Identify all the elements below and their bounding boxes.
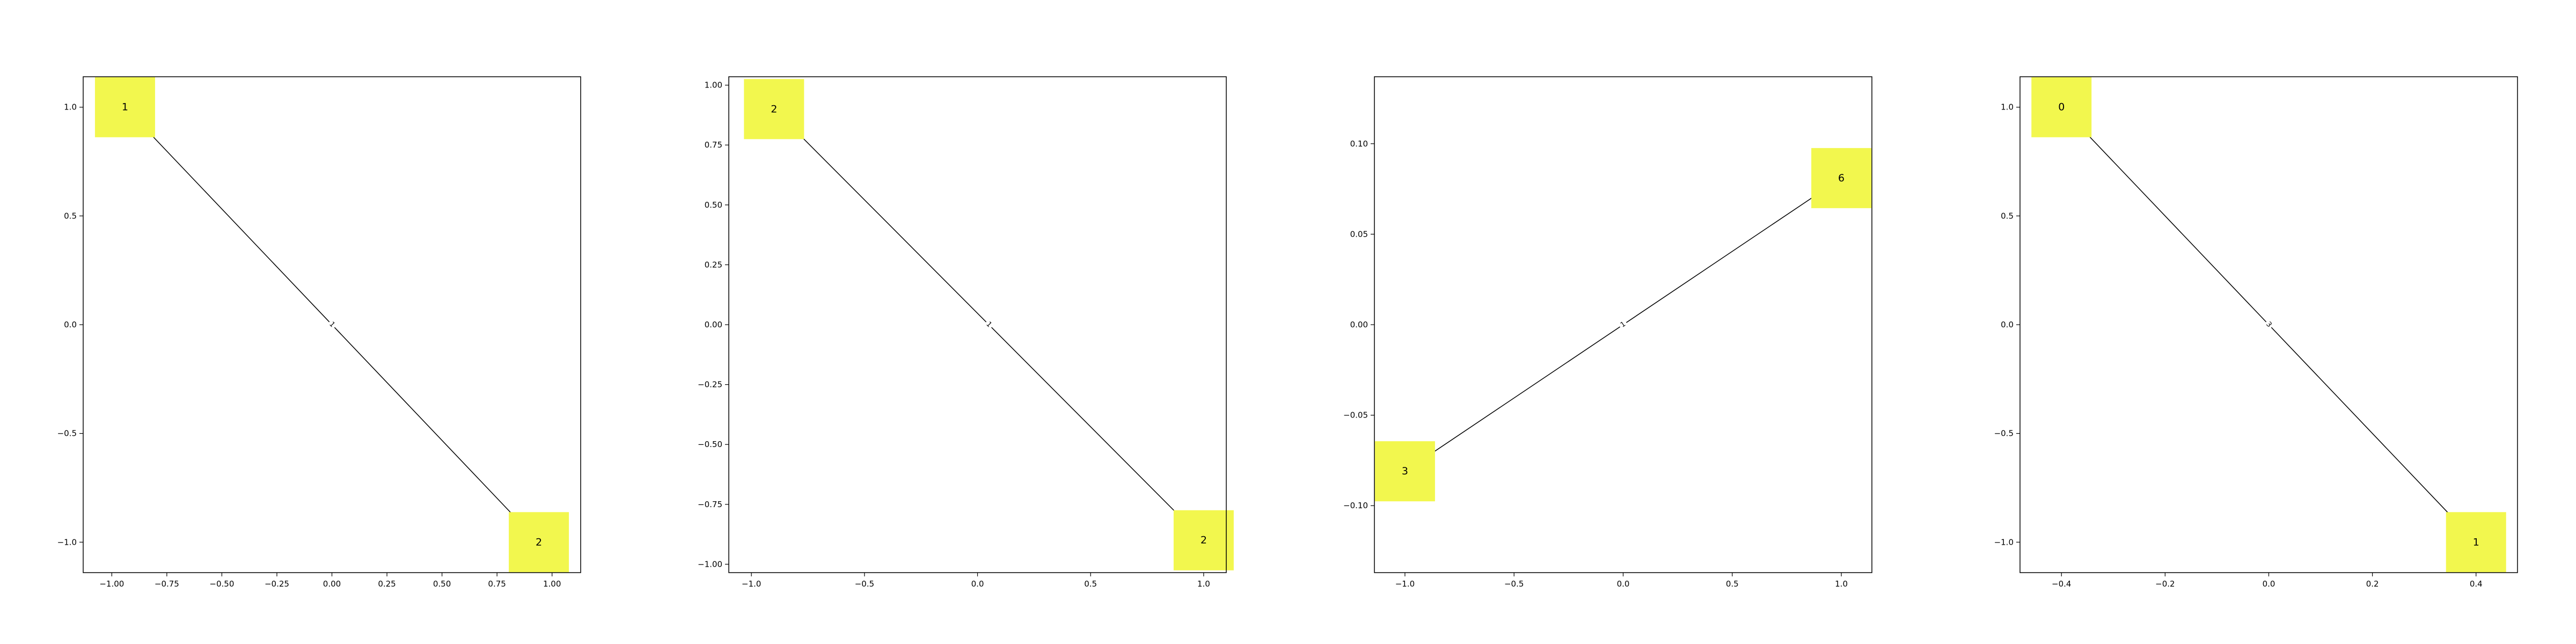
plot-panel: 136−1.0 −0.5 0.0 0.5 1.0−0.10−0.050.000.050.… — [1343, 76, 1872, 589]
x-tick-label: −1.00 — [99, 579, 124, 589]
graph-node-box — [1811, 148, 1872, 208]
x-tick-label: −0.25 — [265, 579, 289, 589]
x-tick-label: −0.5 — [855, 579, 874, 589]
x-tick-label: −0.5 — [1504, 579, 1524, 589]
x-tick-label: 0.4 — [2470, 579, 2483, 589]
y-tick-label: 0.25 — [705, 260, 722, 269]
graph-node-box — [1173, 510, 1234, 570]
edge-label-background — [983, 319, 994, 330]
x-tick-label: 0.75 — [488, 579, 506, 589]
y-tick-label: 0.75 — [705, 140, 722, 150]
y-tick-label: 0.5 — [2001, 211, 2014, 221]
y-tick-label: −1.00 — [698, 559, 722, 569]
graph-node-box — [1374, 441, 1435, 502]
graph-node-box — [509, 512, 569, 573]
x-tick-label: −0.75 — [155, 579, 179, 589]
panels-root: 112−1.00 −0.75 −0.50 −0.25 0.00 0.25 0.50 0.75 1… — [57, 76, 2518, 589]
x-tick-label: 0.2 — [2366, 579, 2379, 589]
x-tick-label: −0.4 — [2052, 579, 2071, 589]
y-tick-label: 1.0 — [64, 103, 77, 112]
y-tick-label: 0.00 — [705, 320, 722, 330]
graph-node-label: 6 — [1838, 172, 1845, 184]
y-tick-label: 0.50 — [705, 200, 722, 210]
y-tick-label: −1.0 — [1994, 537, 2014, 547]
x-tick-label: 0.50 — [433, 579, 451, 589]
x-tick-label: 0.0 — [1617, 579, 1630, 589]
y-tick-label: −0.25 — [698, 380, 722, 390]
edge-label-background — [326, 319, 338, 330]
graph-node-label: 0 — [2058, 101, 2065, 113]
x-tick-label: 0.5 — [1084, 579, 1097, 589]
graph-node-box — [2446, 512, 2506, 573]
graph-node-box — [94, 77, 155, 137]
y-tick-label: 1.00 — [705, 80, 722, 90]
y-tick-label: 0.10 — [1350, 139, 1368, 149]
x-tick-label: −0.50 — [209, 579, 234, 589]
x-tick-label: 1.00 — [543, 579, 561, 589]
graph-node-label: 2 — [536, 536, 542, 548]
plot-panel: 122−1.0 −0.5 0.0 0.5 1.0−1.00−0.75−0.50−0.25… — [698, 76, 1234, 589]
edge-label-background — [2263, 319, 2274, 330]
x-tick-label: 0.0 — [971, 579, 984, 589]
x-tick-label: 1.0 — [1197, 579, 1210, 589]
graph-node-label: 2 — [771, 103, 777, 115]
y-tick-label: −1.0 — [57, 537, 77, 547]
x-tick-label: −1.0 — [1395, 579, 1415, 589]
y-tick-label: 0.0 — [64, 320, 77, 330]
plot-panel: 301−0.4 −0.2 0.0 0.2 0.4−1.0−0.50.00.51.0 — [1994, 76, 2518, 589]
y-tick-label: 0.0 — [2001, 320, 2014, 330]
graph-node-label: 1 — [122, 101, 128, 113]
x-tick-label: 0.0 — [2263, 579, 2275, 589]
graph-node-box — [2031, 77, 2092, 137]
y-tick-label: 0.5 — [64, 211, 77, 221]
y-tick-label: −0.50 — [698, 440, 722, 449]
y-tick-label: 0.00 — [1350, 320, 1368, 330]
y-tick-label: −0.75 — [698, 500, 722, 509]
x-tick-label: −0.2 — [2155, 579, 2175, 589]
y-tick-label: −0.5 — [57, 429, 77, 438]
graph-node-label: 2 — [1201, 535, 1207, 546]
x-tick-label: 0.00 — [323, 579, 341, 589]
edge-label-background — [1618, 319, 1629, 330]
y-tick-label: 0.05 — [1350, 229, 1368, 239]
x-tick-label: 0.25 — [378, 579, 396, 589]
graph-node-label: 1 — [2473, 536, 2479, 548]
y-tick-label: −0.10 — [1343, 501, 1368, 510]
y-tick-label: 1.0 — [2001, 103, 2014, 112]
y-tick-label: −0.05 — [1343, 411, 1368, 420]
graph-node-box — [744, 79, 804, 140]
plot-panel: 112−1.00 −0.75 −0.50 −0.25 0.00 0.25 0.50 0.75 1… — [57, 76, 581, 589]
x-tick-label: −1.0 — [742, 579, 761, 589]
x-tick-label: 0.5 — [1726, 579, 1739, 589]
x-tick-label: 1.0 — [1835, 579, 1848, 589]
graph-node-label: 3 — [1402, 465, 1408, 477]
y-tick-label: −0.5 — [1994, 429, 2014, 438]
